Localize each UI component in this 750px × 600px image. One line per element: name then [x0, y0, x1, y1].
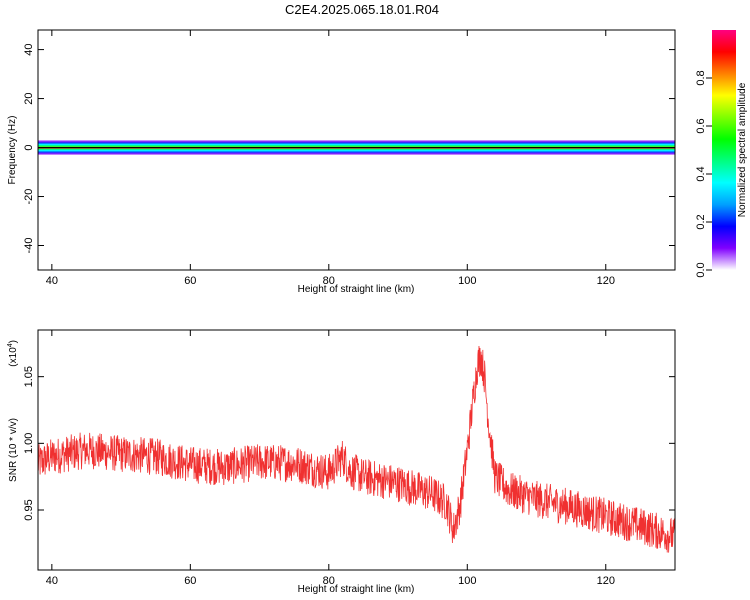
x-tick-label: 120	[597, 275, 615, 287]
y-tick-label: 20	[23, 92, 35, 104]
x-tick-label: 100	[458, 575, 476, 587]
colorbar-tick-label: 0.4	[695, 166, 707, 181]
y-tick-label: 0	[23, 144, 35, 150]
colorbar-gradient	[712, 30, 736, 270]
y-tick-label: -40	[23, 238, 35, 254]
colorbar-tick-label: 0.0	[695, 262, 707, 277]
x-tick-label: 120	[597, 575, 615, 587]
colorbar-tick-label: 0.2	[695, 214, 707, 229]
heatmap-x-ticks: 40 60 80 100 120	[46, 30, 615, 287]
snr-y-ticks: 1.05 1.00 0.95	[23, 366, 675, 521]
snr-x-axis-title: Height of straight line (km)	[298, 584, 415, 595]
snr-multiplier-exp: 4	[7, 343, 14, 347]
x-tick-label: 60	[184, 275, 196, 287]
colorbar-ticks: 0.0 0.2 0.4 0.6 0.8	[695, 70, 712, 278]
snr-multiplier-base: (x10	[8, 347, 19, 367]
snr-y-axis-title: SNR (10 * v/v)	[8, 418, 19, 482]
colorbar-tick-label: 0.8	[695, 70, 707, 85]
y-tick-label: 1.05	[23, 366, 35, 387]
snr-multiplier: (x104)	[7, 340, 19, 367]
snr-frame	[37, 329, 676, 571]
colorbar-tick-label: 0.6	[695, 118, 707, 133]
snr-x-ticks: 40 60 80 100 120	[46, 330, 615, 587]
colorbar: 0.0 0.2 0.4 0.6 0.8 Normalized spectral ampl…	[695, 30, 748, 278]
y-tick-label: 40	[23, 43, 35, 55]
x-tick-label: 60	[184, 575, 196, 587]
heatmap-panel: 40 60 80 100 120 40 20 0 -20 -40 Height of strai…	[7, 29, 676, 295]
snr-series	[37, 346, 676, 553]
chart-title: C2E4.2025.065.18.01.R04	[285, 2, 439, 17]
heatmap-frame	[37, 29, 676, 271]
y-tick-label: 0.95	[23, 499, 35, 520]
x-tick-label: 80	[323, 575, 335, 587]
colorbar-title: Normalized spectral amplitude	[737, 82, 748, 217]
y-tick-label: -20	[23, 189, 35, 205]
y-tick-label: 1.00	[23, 433, 35, 454]
snr-panel: 40 60 80 100 120 1.05 1.00 0.95 Height of stra…	[7, 329, 676, 595]
x-tick-label: 80	[323, 275, 335, 287]
heatmap-y-ticks: 40 20 0 -20 -40	[23, 43, 675, 253]
heatmap-band	[38, 140, 675, 155]
x-tick-label: 40	[46, 275, 58, 287]
heatmap-y-axis-title: Frequency (Hz)	[7, 116, 18, 185]
snr-series-line	[37, 346, 676, 553]
heatmap-x-axis-title: Height of straight line (km)	[298, 284, 415, 295]
svg-text:(x104): (x104)	[7, 340, 19, 367]
x-tick-label: 40	[46, 575, 58, 587]
x-tick-label: 100	[458, 275, 476, 287]
